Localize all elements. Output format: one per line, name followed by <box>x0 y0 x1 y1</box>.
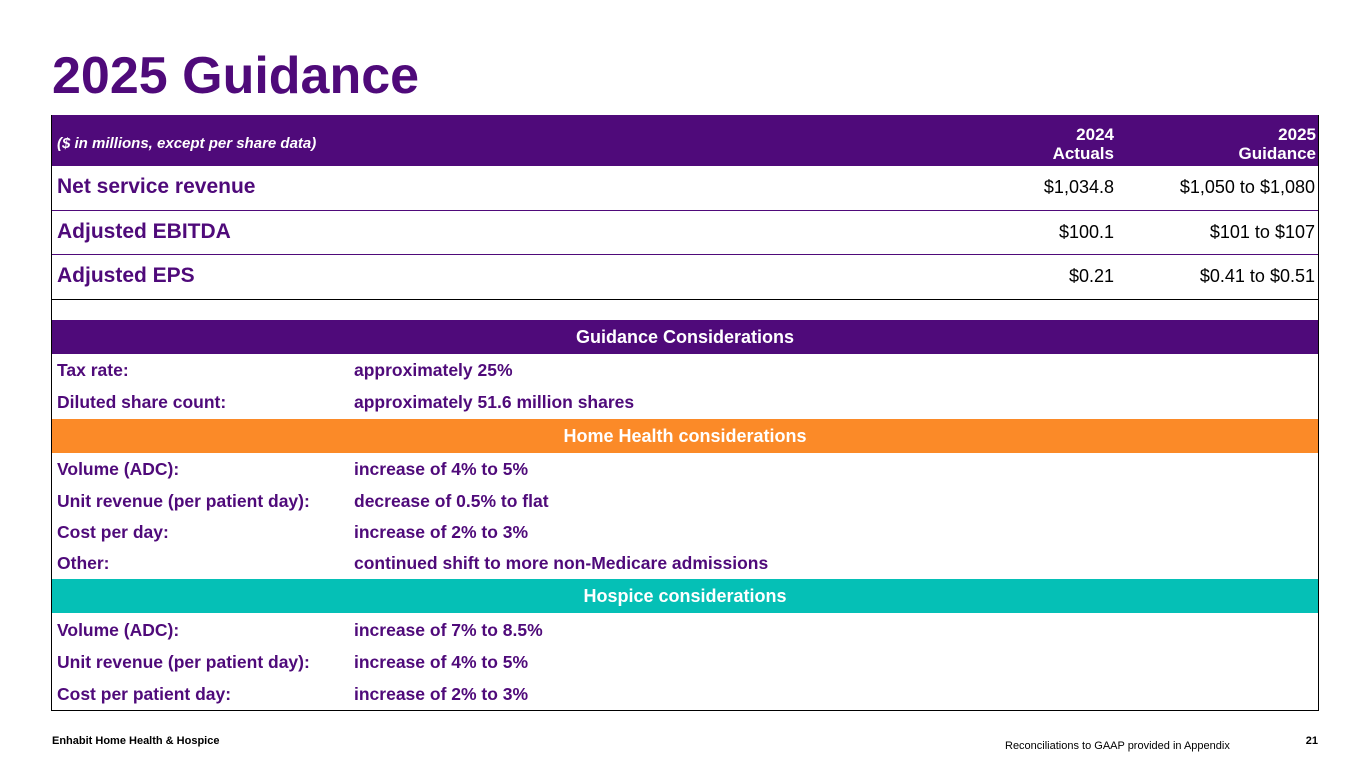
metric-name: Net service revenue <box>57 175 256 198</box>
metric-actual: $1,034.8 <box>1043 177 1114 197</box>
consideration-row: Tax rate: approximately 25% <box>52 354 1318 386</box>
consideration-row: Cost per patient day: increase of 2% to … <box>52 678 1318 710</box>
consideration-value: approximately 25% <box>354 360 513 380</box>
section-divider <box>52 299 1318 300</box>
metric-name: Adjusted EPS <box>57 264 195 287</box>
consideration-row: Volume (ADC): increase of 4% to 5% <box>52 453 1318 485</box>
section-header-home-health: Home Health considerations <box>52 419 1318 453</box>
consideration-label: Tax rate: <box>57 360 129 380</box>
column-header-2024-actuals: 2024 Actuals <box>1052 125 1114 163</box>
consideration-row: Volume (ADC): increase of 7% to 8.5% <box>52 614 1318 646</box>
metric-row-adjusted-ebitda: Adjusted EBITDA $100.1 $101 to $107 <box>52 211 1318 255</box>
consideration-value: increase of 2% to 3% <box>354 684 529 704</box>
footer-company: Enhabit Home Health & Hospice <box>52 735 220 747</box>
metric-row-net-service-revenue: Net service revenue $1,034.8 $1,050 to $… <box>52 166 1318 210</box>
metric-guidance: $101 to $107 <box>1209 222 1315 242</box>
consideration-value: approximately 51.6 million shares <box>354 392 635 412</box>
consideration-label: Volume (ADC): <box>57 620 180 640</box>
consideration-value: increase of 2% to 3% <box>354 522 529 542</box>
consideration-row: Other: continued shift to more non-Medic… <box>52 547 1318 579</box>
metric-actual: $100.1 <box>1058 222 1114 242</box>
footer-reconciliation-note: Reconciliations to GAAP provided in Appe… <box>1005 740 1230 752</box>
row-divider <box>52 210 1318 211</box>
consideration-value: increase of 4% to 5% <box>354 459 529 479</box>
metric-guidance: $1,050 to $1,080 <box>1179 177 1315 197</box>
metric-row-adjusted-eps: Adjusted EPS $0.21 $0.41 to $0.51 <box>52 255 1318 299</box>
consideration-row: Unit revenue (per patient day): increase… <box>52 646 1318 678</box>
consideration-value: continued shift to more non-Medicare adm… <box>354 553 769 573</box>
consideration-label: Other: <box>57 553 110 573</box>
consideration-label: Cost per day: <box>57 522 169 542</box>
row-divider <box>52 254 1318 255</box>
units-note: ($ in millions, except per share data) <box>57 135 317 152</box>
consideration-value: increase of 4% to 5% <box>354 652 529 672</box>
consideration-row: Unit revenue (per patient day): decrease… <box>52 485 1318 517</box>
metric-guidance: $0.41 to $0.51 <box>1199 266 1315 286</box>
consideration-row: Cost per day: increase of 2% to 3% <box>52 516 1318 548</box>
consideration-label: Unit revenue (per patient day): <box>57 491 310 511</box>
guidance-table: ($ in millions, except per share data) 2… <box>51 115 1319 711</box>
metric-name: Adjusted EBITDA <box>57 220 231 243</box>
section-header-guidance-considerations: Guidance Considerations <box>52 320 1318 354</box>
metric-actual: $0.21 <box>1068 266 1114 286</box>
consideration-label: Diluted share count: <box>57 392 227 412</box>
page-number: 21 <box>1305 735 1318 747</box>
consideration-label: Cost per patient day: <box>57 684 232 704</box>
table-header: ($ in millions, except per share data) 2… <box>52 115 1318 166</box>
page-title: 2025 Guidance <box>52 47 420 105</box>
column-header-2025-guidance: 2025 Guidance <box>1238 125 1316 163</box>
consideration-row: Diluted share count: approximately 51.6 … <box>52 386 1318 418</box>
consideration-value: decrease of 0.5% to flat <box>354 491 549 511</box>
section-header-hospice: Hospice considerations <box>52 579 1318 613</box>
consideration-label: Volume (ADC): <box>57 459 180 479</box>
consideration-value: increase of 7% to 8.5% <box>354 620 543 640</box>
consideration-label: Unit revenue (per patient day): <box>57 652 310 672</box>
